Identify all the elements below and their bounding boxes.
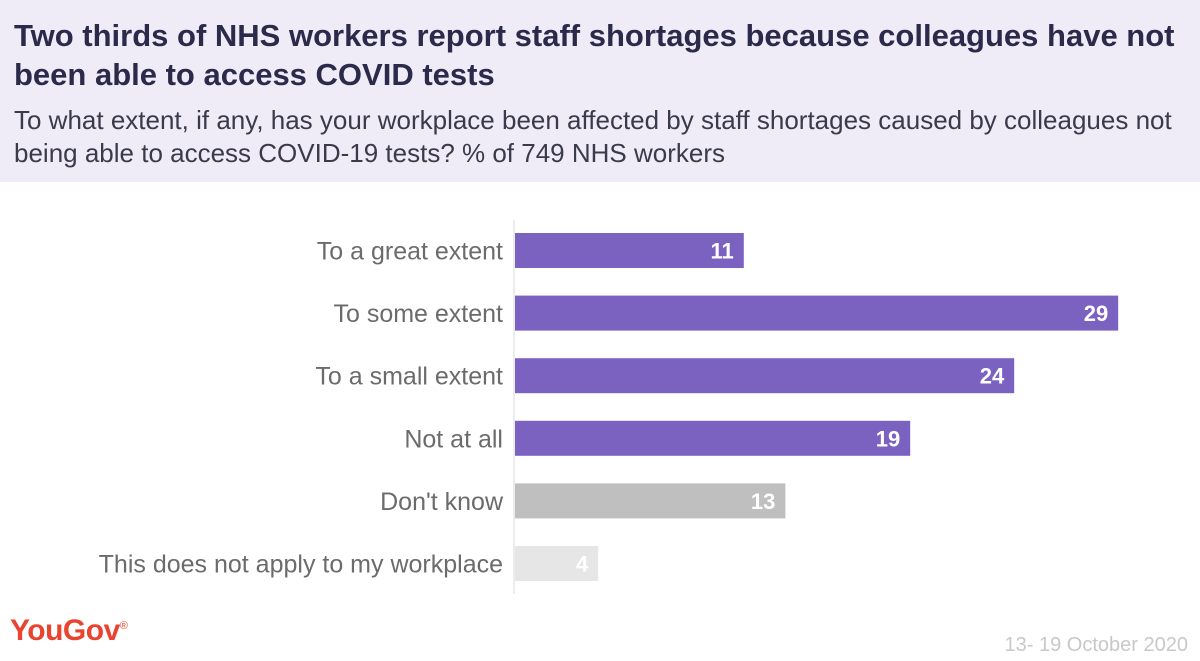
- value-label: 29: [1084, 301, 1108, 326]
- category-label: This does not apply to my workplace: [99, 551, 503, 579]
- bar-2: [515, 358, 1015, 394]
- value-label: 13: [751, 489, 775, 514]
- category-label: To some extent: [333, 300, 503, 328]
- bar-3: [515, 420, 911, 456]
- registered-mark-icon: ®: [119, 620, 128, 632]
- bar-5: [515, 546, 599, 581]
- bar-4: [515, 483, 786, 519]
- chart-subtitle: To what extent, if any, has your workpla…: [14, 105, 1172, 168]
- value-label: 24: [980, 364, 1005, 389]
- bar-1: [515, 295, 1119, 331]
- category-label: To a small extent: [315, 363, 503, 391]
- value-label: 4: [576, 552, 589, 577]
- category-label: To a great extent: [317, 238, 503, 266]
- bar-0: [515, 233, 744, 268]
- chart-header: Two thirds of NHS workers report staff s…: [0, 0, 1200, 182]
- value-label: 19: [876, 426, 900, 451]
- bar-chart: To a great extent 11 To some extent 29 To a …: [99, 220, 1119, 594]
- value-label: 11: [711, 239, 734, 264]
- chart-title: Two thirds of NHS workers report staff s…: [14, 18, 1175, 92]
- category-label: Don't know: [380, 488, 504, 516]
- yougov-logo: YouGov®: [10, 614, 128, 648]
- category-label: Not at all: [404, 425, 503, 453]
- brand-name: YouGov: [10, 614, 120, 647]
- survey-date: 13- 19 October 2020: [1004, 634, 1188, 656]
